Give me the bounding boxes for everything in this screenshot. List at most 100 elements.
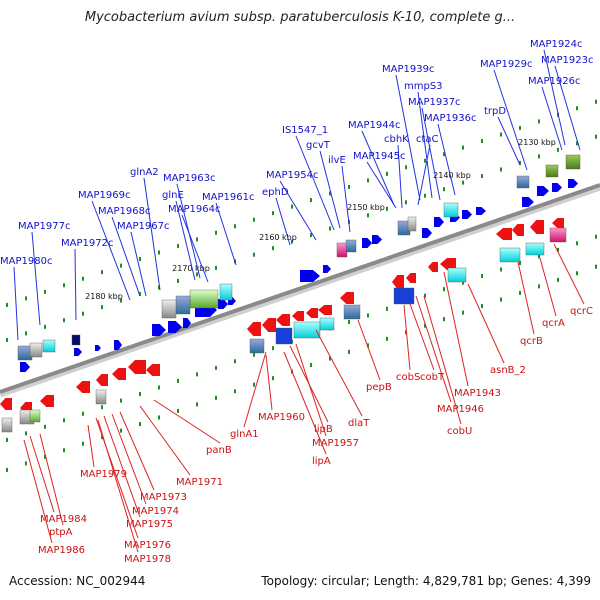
tick-mark xyxy=(576,141,578,146)
tick-mark xyxy=(519,125,521,130)
tick-mark xyxy=(481,139,483,144)
forward-gene-leader xyxy=(279,180,317,241)
forward-gene-leader xyxy=(543,49,566,146)
reverse-gene-leader xyxy=(103,415,141,518)
forward-gene-glyph xyxy=(476,207,486,215)
forward-gene-glyph xyxy=(218,299,228,309)
forward-gene-glyph xyxy=(462,210,472,219)
forward-gene-label: MAP1923c xyxy=(541,55,593,66)
reverse-gene-label: MAP1976 xyxy=(124,540,171,551)
forward-gene-block xyxy=(407,216,417,232)
reverse-gene-glyph xyxy=(392,275,404,289)
tick-mark xyxy=(500,167,502,172)
tick-mark xyxy=(44,454,46,459)
reverse-gene-label: qcrC xyxy=(570,306,593,317)
tick-mark xyxy=(120,263,122,268)
tick-mark xyxy=(177,378,179,383)
tick-mark xyxy=(82,411,84,416)
reverse-gene-leader xyxy=(315,329,363,417)
tick-mark xyxy=(63,418,65,423)
forward-gene-block xyxy=(443,202,459,218)
tick-mark xyxy=(519,260,521,265)
forward-gene-label: ilvE xyxy=(328,155,346,166)
forward-gene-block xyxy=(545,164,559,178)
tick-mark xyxy=(538,254,540,259)
tick-mark xyxy=(158,415,160,420)
forward-gene-label: MAP1937c xyxy=(408,97,460,108)
tick-mark xyxy=(101,270,103,275)
forward-gene-label: glnA2 xyxy=(130,167,159,178)
reverse-gene-leader xyxy=(467,283,505,364)
forward-gene-leader xyxy=(31,231,41,326)
reverse-gene-leader xyxy=(153,399,221,444)
tick-mark xyxy=(158,250,160,255)
tick-mark xyxy=(6,302,8,307)
tick-mark xyxy=(424,323,426,328)
forward-gene-leader xyxy=(366,161,397,209)
reverse-gene-label: asnB_2 xyxy=(490,365,526,376)
reverse-gene-block xyxy=(549,227,567,243)
reverse-gene-leader xyxy=(283,351,327,455)
tick-mark xyxy=(158,285,160,290)
forward-gene-leader xyxy=(91,200,131,301)
reverse-gene-glyph xyxy=(0,398,12,410)
reverse-gene-glyph xyxy=(146,364,160,376)
tick-mark xyxy=(82,276,84,281)
tick-mark xyxy=(234,359,236,364)
reverse-gene-glyph xyxy=(496,228,512,240)
forward-gene-block xyxy=(42,339,56,353)
forward-gene-glyph xyxy=(74,348,82,356)
tick-mark xyxy=(63,283,65,288)
reverse-gene-label: dlaT xyxy=(348,418,370,429)
tick-mark xyxy=(177,408,179,413)
forward-gene-label: MAP1945c xyxy=(353,151,405,162)
tick-mark xyxy=(519,290,521,295)
forward-gene-glyph xyxy=(434,217,444,227)
tick-mark xyxy=(291,239,293,244)
forward-gene-label: MAP1954c xyxy=(266,170,318,181)
tick-mark xyxy=(367,178,369,183)
reverse-gene-block xyxy=(249,338,265,354)
forward-gene-leader xyxy=(13,266,19,341)
reverse-gene-label: MAP1960 xyxy=(258,412,305,423)
tick-mark xyxy=(481,274,483,279)
tick-mark xyxy=(500,267,502,272)
tick-mark xyxy=(253,382,255,387)
genome-summary-text: Topology: circular; Length: 4,829,781 bp… xyxy=(261,574,591,588)
tick-mark xyxy=(367,313,369,318)
forward-gene-leader xyxy=(295,135,335,231)
tick-mark xyxy=(557,277,559,282)
reverse-gene-leader xyxy=(553,243,585,305)
forward-gene-leader xyxy=(175,200,196,281)
reverse-gene-block xyxy=(525,242,545,256)
tick-mark xyxy=(196,272,198,277)
scale-mark-label: 2150 kbp xyxy=(347,203,385,212)
forward-gene-block xyxy=(565,154,581,170)
reverse-gene-leader xyxy=(357,319,381,381)
tick-mark xyxy=(196,402,198,407)
reverse-gene-label: MAP1984 xyxy=(40,514,87,525)
forward-gene-glyph xyxy=(362,238,372,248)
tick-mark xyxy=(595,134,597,139)
forward-gene-label: gcvT xyxy=(306,140,331,151)
reverse-gene-leader xyxy=(39,433,64,526)
tick-mark xyxy=(557,247,559,252)
reverse-gene-label: cobT xyxy=(420,372,445,383)
forward-gene-label: MAP1977c xyxy=(18,221,70,232)
reverse-gene-block xyxy=(319,317,335,331)
tick-mark xyxy=(310,233,312,238)
forward-gene-glyph xyxy=(95,345,101,351)
forward-gene-block xyxy=(161,299,177,319)
tick-mark xyxy=(25,431,27,436)
tick-mark xyxy=(329,226,331,231)
reverse-gene-leader xyxy=(23,439,53,544)
tick-mark xyxy=(63,318,65,323)
forward-gene-label: MAP1967c xyxy=(117,221,169,232)
tick-mark xyxy=(386,171,388,176)
forward-gene-block xyxy=(189,289,219,309)
tick-mark xyxy=(576,106,578,111)
forward-gene-leader xyxy=(319,150,341,229)
reverse-gene-block xyxy=(393,287,415,305)
tick-mark xyxy=(462,280,464,285)
tick-mark xyxy=(576,271,578,276)
